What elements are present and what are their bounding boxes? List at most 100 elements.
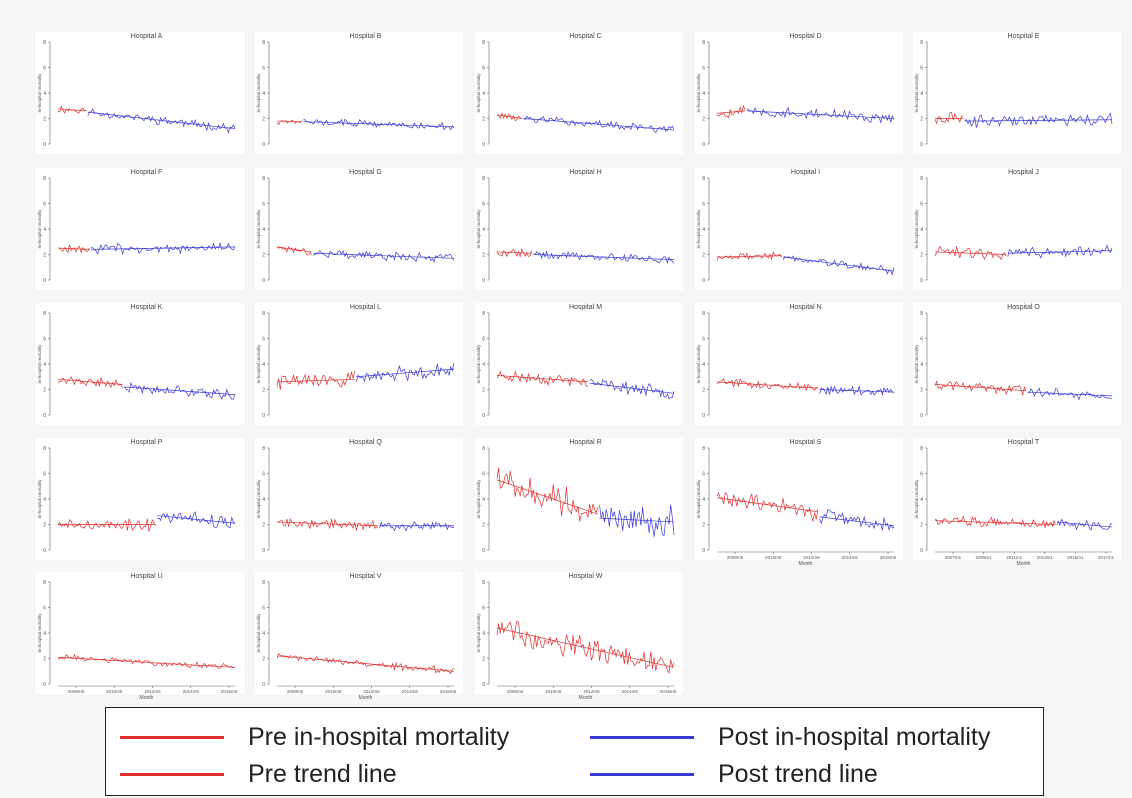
y-axis-label: in-hospital mortality — [256, 613, 261, 653]
y-tick-label: 4 — [920, 362, 923, 368]
pre-trend-line — [276, 246, 312, 253]
post-mortality-series — [356, 362, 455, 383]
y-tick-label: 8 — [43, 580, 46, 586]
y-tick-label: 2 — [482, 117, 485, 123]
y-tick-label: 6 — [43, 66, 46, 72]
post-mortality-series — [819, 508, 895, 531]
y-tick-label: 8 — [920, 176, 923, 182]
y-tick-label: 0 — [43, 682, 46, 688]
pre-trend-line — [276, 521, 378, 527]
panel-background — [255, 572, 463, 694]
y-tick-label: 4 — [43, 91, 46, 97]
post-mortality-series — [964, 112, 1113, 128]
panel-hospital-v: Hospital V 0 2 4 6 8 in-hospital mortality 2008… — [255, 572, 463, 701]
y-tick-label: 6 — [482, 337, 485, 343]
y-tick-label: 2 — [702, 523, 705, 529]
panel-title: Hospital O — [1007, 304, 1040, 311]
panel-title: Hospital W — [569, 573, 603, 580]
y-tick-label: 8 — [482, 40, 485, 46]
pre-mortality-series — [716, 377, 818, 392]
x-tick-label: 2010m6 — [325, 689, 342, 694]
legend-label-pre-mortality: Pre in-hospital mortality — [248, 723, 510, 751]
x-tick-label: 2014m6 — [183, 689, 200, 694]
post-mortality-series — [303, 118, 455, 131]
panel-hospital-e: Hospital E 0 2 4 6 8 in-hospital mortality — [913, 32, 1121, 154]
y-tick-label: 8 — [482, 580, 485, 586]
panel-hospital-h: Hospital H 0 2 4 6 8 in-hospital mortality — [475, 168, 683, 290]
panel-background — [475, 32, 683, 154]
y-tick-label: 6 — [262, 606, 265, 612]
y-tick-label: 4 — [702, 91, 705, 97]
panel-title: Hospital I — [791, 169, 820, 176]
x-tick-label: 2012m6 — [144, 689, 161, 694]
post-trend-line — [819, 516, 895, 527]
pre-mortality-series — [496, 467, 599, 522]
post-trend-line — [746, 110, 895, 119]
y-tick-label: 4 — [262, 362, 265, 368]
panel-hospital-w: Hospital W 0 2 4 6 8 in-hospital mortality 2008… — [475, 572, 683, 701]
y-tick-label: 0 — [43, 548, 46, 554]
panel-hospital-r: Hospital R 0 2 4 6 8 in-hospital mortality — [475, 438, 683, 560]
legend: Pre in-hospital mortality Post in-hospit… — [105, 707, 1044, 796]
legend-swatch-post-trend — [590, 773, 694, 776]
y-tick-label: 6 — [702, 472, 705, 478]
y-tick-label: 6 — [920, 337, 923, 343]
pre-trend-line — [276, 655, 455, 672]
y-tick-label: 8 — [43, 40, 46, 46]
panel-title: Hospital Q — [349, 439, 382, 446]
y-tick-label: 0 — [920, 413, 923, 419]
panel-background — [695, 32, 903, 154]
y-tick-label: 4 — [43, 631, 46, 637]
legend-swatch-pre-trend — [120, 773, 224, 776]
y-tick-label: 2 — [262, 253, 265, 259]
pre-trend-line — [496, 251, 532, 254]
legend-label-post-mortality: Post in-hospital mortality — [718, 723, 991, 751]
y-tick-label: 6 — [920, 472, 923, 478]
y-tick-label: 4 — [482, 362, 485, 368]
y-tick-label: 0 — [262, 278, 265, 284]
y-tick-label: 8 — [482, 446, 485, 452]
y-tick-label: 2 — [262, 523, 265, 529]
panel-title: Hospital P — [131, 439, 163, 446]
pre-mortality-series — [57, 653, 236, 669]
y-tick-label: 6 — [262, 337, 265, 343]
x-tick-label: 2016m6 — [440, 689, 457, 694]
y-tick-label: 2 — [920, 388, 923, 394]
pre-trend-line — [934, 384, 1027, 392]
y-tick-label: 4 — [262, 631, 265, 637]
y-tick-label: 6 — [43, 606, 46, 612]
y-tick-label: 0 — [482, 413, 485, 419]
y-axis-label: in-hospital mortality — [256, 344, 261, 384]
pre-trend-line — [716, 110, 746, 114]
panel-title: Hospital U — [130, 573, 162, 580]
post-trend-line — [303, 121, 455, 128]
y-tick-label: 6 — [482, 472, 485, 478]
y-tick-label: 2 — [43, 657, 46, 663]
y-tick-label: 6 — [702, 337, 705, 343]
post-trend-line — [356, 368, 455, 378]
panel-hospital-q: Hospital Q 0 2 4 6 8 in-hospital mortality — [255, 438, 463, 560]
y-axis-label: in-hospital mortality — [37, 613, 42, 653]
y-tick-label: 2 — [920, 523, 923, 529]
post-trend-line — [533, 254, 675, 260]
post-mortality-series — [1007, 244, 1113, 259]
x-tick-label: 2016m6 — [660, 689, 677, 694]
y-tick-label: 2 — [702, 253, 705, 259]
panel-hospital-m: Hospital M 0 2 4 6 8 in-hospital mortality — [475, 303, 683, 425]
panel-hospital-f: Hospital F 0 2 4 6 8 in-hospital mortality — [36, 168, 244, 290]
x-tick-label: 2013m1 — [1037, 555, 1054, 560]
y-tick-label: 0 — [920, 548, 923, 554]
pre-trend-line — [934, 520, 1056, 525]
x-tick-label: 2010m6 — [765, 555, 782, 560]
panel-background — [695, 168, 903, 290]
panel-title: Hospital H — [569, 169, 601, 176]
panel-background — [913, 32, 1121, 154]
pre-mortality-series — [276, 371, 356, 390]
pre-mortality-series — [934, 380, 1027, 396]
panel-background — [255, 168, 463, 290]
y-tick-label: 0 — [920, 142, 923, 148]
panel-background — [36, 303, 244, 425]
y-tick-label: 4 — [482, 91, 485, 97]
y-tick-label: 2 — [43, 117, 46, 123]
y-tick-label: 4 — [920, 227, 923, 233]
